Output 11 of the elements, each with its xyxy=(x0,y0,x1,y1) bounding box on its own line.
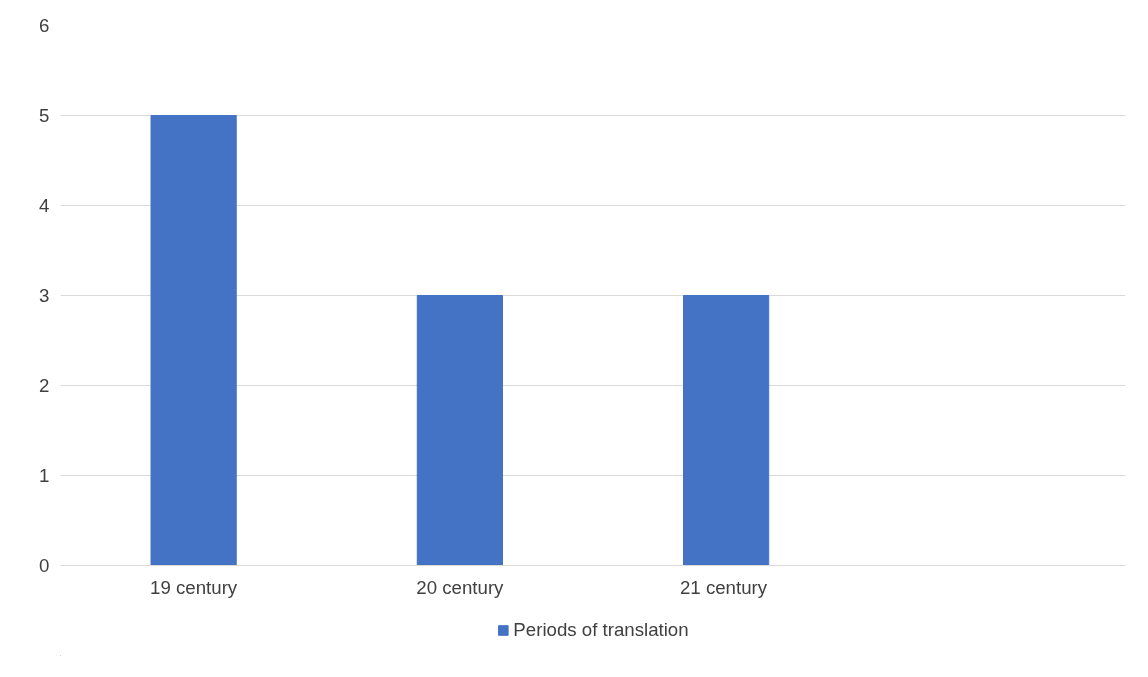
y-tick-label: 0 xyxy=(39,555,50,576)
y-tick-label: 6 xyxy=(39,15,50,36)
x-tick-label: 21 century xyxy=(679,576,768,598)
x-tick-label: 19 century xyxy=(150,576,238,598)
x-tick-label: 20 century xyxy=(416,576,505,598)
y-tick-label: 4 xyxy=(39,195,50,216)
y-tick-label: 5 xyxy=(39,105,50,126)
y-tick-label: 2 xyxy=(39,375,50,396)
y-tick-label: 3 xyxy=(39,285,50,306)
y-tick-label: 1 xyxy=(39,465,50,486)
legend-label: Periods of translation xyxy=(513,619,689,641)
